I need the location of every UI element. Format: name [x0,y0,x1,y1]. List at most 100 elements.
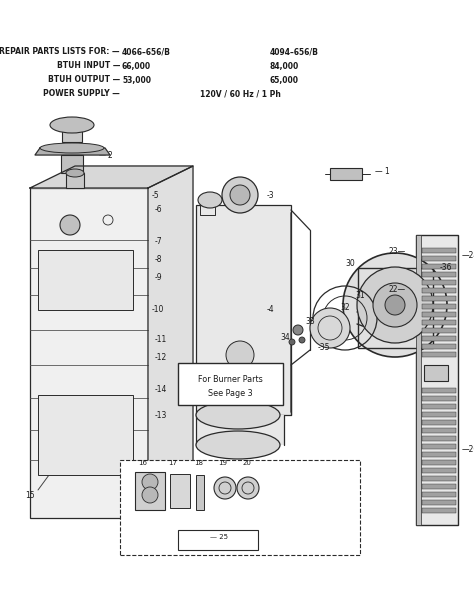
Bar [62,130,82,142]
Bar [196,415,284,445]
Bar [120,460,360,555]
Text: 16: 16 [138,460,147,466]
Bar [422,272,456,277]
Circle shape [222,177,258,213]
Bar [422,508,456,513]
Ellipse shape [66,169,84,177]
Bar [358,268,433,348]
Ellipse shape [357,267,433,343]
Ellipse shape [50,117,94,133]
Bar [170,474,190,508]
Text: 34: 34 [280,333,290,343]
Bar [422,264,456,269]
Text: 84,000: 84,000 [270,61,299,71]
Bar [330,168,362,180]
Circle shape [214,477,236,499]
Circle shape [289,339,295,345]
Text: 19: 19 [218,460,227,466]
Text: 65,000: 65,000 [270,76,299,85]
Bar [422,444,456,449]
Circle shape [230,185,250,205]
Bar [422,328,456,333]
Text: -6: -6 [155,206,163,214]
Bar [422,248,456,253]
Bar [422,396,456,401]
Circle shape [60,215,80,235]
Bar [422,312,456,317]
Bar [135,472,165,510]
Text: -5: -5 [152,190,160,200]
Text: BTUH INPUT —: BTUH INPUT — [56,61,120,71]
Bar [422,320,456,325]
Bar [61,155,83,173]
Bar [424,365,448,381]
Bar [38,250,133,310]
Ellipse shape [198,192,222,208]
Bar [422,484,456,489]
Ellipse shape [310,308,350,348]
Text: -12: -12 [155,354,167,362]
Text: See Page 3: See Page 3 [208,389,252,398]
Circle shape [142,474,158,490]
Text: POWER SUPPLY —: POWER SUPPLY — [43,90,120,98]
Bar [422,404,456,409]
Text: -7: -7 [155,238,163,246]
Bar [66,173,84,188]
Text: — 25: — 25 [210,534,228,540]
Circle shape [142,487,158,503]
Text: -4: -4 [267,306,274,314]
Bar [422,436,456,441]
Circle shape [299,337,305,343]
Ellipse shape [385,295,405,315]
Text: -13: -13 [155,411,167,419]
Text: -14: -14 [155,386,167,395]
Text: 20: 20 [243,460,252,466]
Bar [416,235,458,525]
Text: -8: -8 [155,255,163,265]
Text: —26: —26 [462,446,474,454]
Bar [422,412,456,417]
Ellipse shape [196,401,280,429]
Text: 53,000: 53,000 [122,76,151,85]
Text: 31: 31 [355,290,365,300]
Text: -10: -10 [152,306,164,314]
Bar [178,363,283,405]
Bar [422,460,456,465]
Text: 66,000: 66,000 [122,61,151,71]
Circle shape [237,477,259,499]
Text: 4094–656/B: 4094–656/B [270,47,319,56]
Text: 22—: 22— [389,286,406,295]
Bar [422,476,456,481]
Text: 2: 2 [108,150,113,160]
Text: 30: 30 [345,260,355,268]
Bar [38,395,133,475]
Bar [30,188,148,518]
Text: 15: 15 [25,491,35,500]
Text: 33: 33 [305,317,315,327]
Bar [422,304,456,309]
Bar [196,475,204,510]
Bar [422,452,456,457]
Text: REPAIR PARTS LISTS FOR: —: REPAIR PARTS LISTS FOR: — [0,47,120,56]
Text: -11: -11 [155,335,167,344]
Bar [422,420,456,425]
Bar [422,388,456,393]
Polygon shape [30,166,193,188]
Polygon shape [35,148,110,155]
Bar [422,280,456,285]
Text: 4066–656/B: 4066–656/B [122,47,171,56]
Text: 23—: 23— [389,247,406,257]
Bar [422,344,456,349]
Ellipse shape [373,283,417,327]
Bar [422,468,456,473]
Text: -9: -9 [155,273,163,282]
Bar [228,375,252,393]
Text: -3: -3 [267,192,274,201]
Text: BTUH OUTPUT —: BTUH OUTPUT — [48,76,120,85]
Bar [422,296,456,301]
Bar [422,352,456,357]
Bar [422,336,456,341]
Text: 120V / 60 Hz / 1 Ph: 120V / 60 Hz / 1 Ph [200,90,281,98]
Circle shape [226,341,254,369]
Bar [416,235,421,525]
